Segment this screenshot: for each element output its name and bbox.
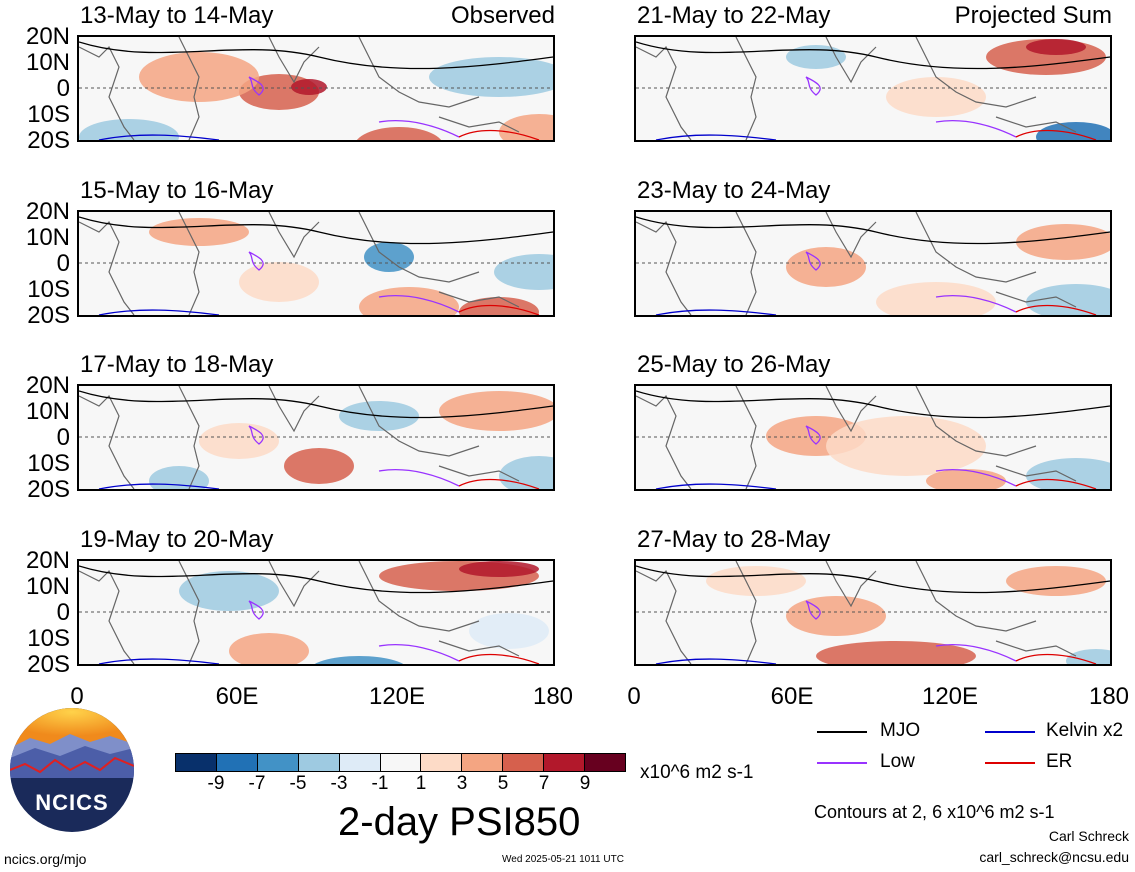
- lon-label-0-left: 0: [70, 683, 84, 710]
- map-right-3: [634, 384, 1112, 491]
- map-left-1: [77, 35, 555, 142]
- legend-line-er: [985, 762, 1035, 764]
- colorbar-tick-5: 1: [415, 773, 427, 794]
- lat-label-4-4: 20S: [27, 651, 70, 678]
- lat-label-3-2: 0: [56, 424, 70, 451]
- colorbar: [175, 753, 626, 772]
- lat-label-1-2: 0: [56, 75, 70, 102]
- map-field: [636, 561, 1110, 664]
- lat-label-3-3: 10S: [27, 450, 70, 477]
- lat-label-2-4: 20S: [27, 302, 70, 329]
- map-right-1: [634, 35, 1112, 142]
- lat-label-4-0: 20N: [25, 547, 70, 574]
- colorbar-swatch-5: [380, 754, 422, 771]
- main-title: 2-day PSI850: [338, 800, 581, 844]
- colorbar-swatch-6: [421, 754, 463, 771]
- legend-label-kelvin: Kelvin x2: [1046, 720, 1124, 741]
- map-right-2: [634, 210, 1112, 317]
- lat-label-2-1: 10N: [25, 224, 70, 251]
- panel-label-right-1: Projected Sum: [954, 2, 1112, 29]
- colorbar-swatch-0: [176, 754, 217, 771]
- legend-label-mjo: MJO: [880, 720, 921, 741]
- colorbar-tick-3: -3: [330, 773, 348, 794]
- lon-label-180-left: 180: [532, 683, 574, 710]
- map-left-4: [77, 559, 555, 666]
- legend-line-kelvin: [985, 731, 1035, 733]
- map-left-2: [77, 210, 555, 317]
- colorbar-tick-1: -7: [248, 773, 266, 794]
- map-field: [636, 386, 1110, 489]
- panel-title-left-4: 19-May to 20-May: [80, 526, 274, 553]
- colorbar-swatch-10: [585, 754, 625, 771]
- map-field: [79, 37, 553, 140]
- colorbar-swatch-2: [257, 754, 299, 771]
- lon-label-60e-left: 60E: [215, 683, 259, 710]
- lon-label-60e-right: 60E: [770, 683, 814, 710]
- panel-title-right-2: 23-May to 24-May: [637, 177, 831, 204]
- colorbar-swatch-8: [503, 754, 545, 771]
- colorbar-tick-9: 9: [579, 773, 591, 794]
- timestamp: Wed 2025-05-21 1011 UTC: [502, 854, 624, 865]
- contours-note: Contours at 2, 6 x10^6 m2 s-1: [814, 802, 1055, 822]
- map-field: [636, 37, 1110, 140]
- panel-title-left-1: 13-May to 14-May: [80, 2, 274, 29]
- lat-label-2-3: 10S: [27, 276, 70, 303]
- legend-label-low: Low: [880, 751, 915, 772]
- lon-label-180-right: 180: [1088, 683, 1130, 710]
- map-field: [79, 561, 553, 664]
- lat-label-1-0: 20N: [25, 23, 70, 50]
- author-name: Carl Schreck: [1048, 828, 1129, 844]
- colorbar-tick-0: -9: [207, 773, 225, 794]
- colorbar-swatch-7: [462, 754, 504, 771]
- lat-label-1-3: 10S: [27, 101, 70, 128]
- colorbar-tick-7: 5: [497, 773, 509, 794]
- lat-label-4-1: 10N: [25, 573, 70, 600]
- lat-label-2-2: 0: [56, 250, 70, 277]
- lat-label-1-1: 10N: [25, 49, 70, 76]
- panel-title-right-4: 27-May to 28-May: [637, 526, 831, 553]
- map-right-4: [634, 559, 1112, 666]
- lat-label-2-0: 20N: [25, 198, 70, 225]
- logo-text: NCICS: [35, 790, 109, 815]
- colorbar-tick-6: 3: [456, 773, 468, 794]
- colorbar-swatch-1: [216, 754, 258, 771]
- panel-title-left-3: 17-May to 18-May: [80, 351, 274, 378]
- colorbar-units: x10^6 m2 s-1: [640, 762, 754, 783]
- legend-line-mjo: [817, 731, 867, 733]
- colorbar-tick-8: 7: [538, 773, 550, 794]
- legend-line-low: [817, 762, 867, 764]
- panel-title-left-2: 15-May to 16-May: [80, 177, 274, 204]
- lat-label-4-3: 10S: [27, 625, 70, 652]
- lon-label-120e-left: 120E: [368, 683, 426, 710]
- panel-title-right-1: 21-May to 22-May: [637, 2, 831, 29]
- map-left-3: [77, 384, 555, 491]
- panel-label-left-1: Observed: [450, 2, 555, 29]
- lat-label-3-0: 20N: [25, 372, 70, 399]
- map-field: [79, 386, 553, 489]
- site-link[interactable]: ncics.org/mjo: [4, 851, 87, 867]
- lat-label-4-2: 0: [56, 599, 70, 626]
- map-field: [79, 212, 553, 315]
- lon-label-0-right: 0: [627, 683, 641, 710]
- map-field: [636, 212, 1110, 315]
- legend-label-er: ER: [1046, 751, 1073, 772]
- author-email[interactable]: carl_schreck@ncsu.edu: [979, 849, 1129, 865]
- panel-title-right-3: 25-May to 26-May: [637, 351, 831, 378]
- colorbar-swatch-3: [298, 754, 340, 771]
- colorbar-tick-2: -5: [289, 773, 307, 794]
- lat-label-3-1: 10N: [25, 398, 70, 425]
- colorbar-tick-4: -1: [371, 773, 389, 794]
- colorbar-swatch-4: [339, 754, 381, 771]
- ncics-logo: NCICS: [10, 708, 134, 832]
- lon-label-120e-right: 120E: [921, 683, 979, 710]
- lat-label-1-4: 20S: [27, 127, 70, 154]
- colorbar-swatch-9: [544, 754, 586, 771]
- lat-label-3-4: 20S: [27, 476, 70, 503]
